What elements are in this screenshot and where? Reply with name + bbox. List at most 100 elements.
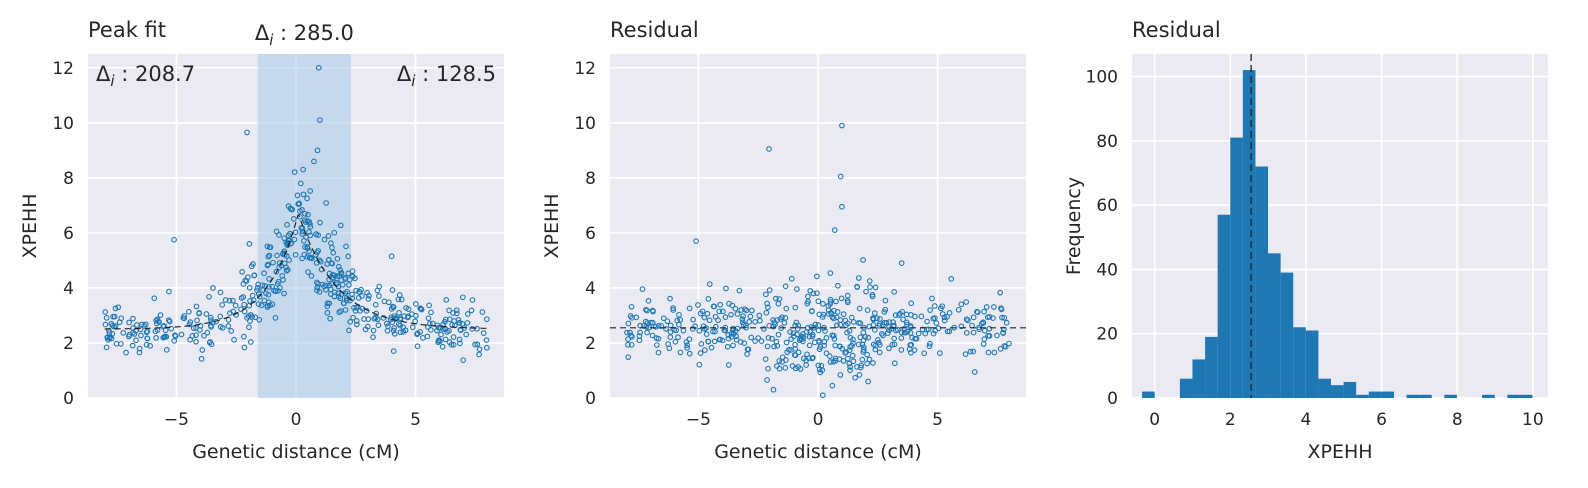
scatter-point <box>980 319 987 326</box>
scatter-point <box>684 342 690 348</box>
scatter-point <box>281 290 287 297</box>
scatter-point <box>832 357 839 364</box>
y-tick-label: 100 <box>1086 68 1118 88</box>
y-tick-label: 12 <box>574 59 596 79</box>
y-tick-label: 2 <box>63 334 74 354</box>
scatter-point <box>844 292 851 299</box>
scatter-point <box>941 317 948 324</box>
scatter-point <box>884 330 891 336</box>
scatter-point <box>741 340 748 346</box>
scatter-point <box>313 231 319 237</box>
scatter-point <box>412 312 419 319</box>
scatter-point <box>163 346 170 353</box>
scatter-point <box>356 288 363 295</box>
scatter-point <box>335 290 341 297</box>
scatter-point <box>193 325 199 331</box>
scatter-point <box>246 324 252 331</box>
scatter-point <box>123 349 129 356</box>
y-tick-label: 8 <box>63 169 74 189</box>
scatter-point <box>830 332 837 339</box>
scatter-point <box>274 252 280 259</box>
scatter-point <box>326 270 333 277</box>
x-tick-label: 0 <box>813 410 824 430</box>
scatter-point <box>446 327 452 334</box>
scatter-point <box>443 297 450 303</box>
scatter-point <box>781 320 788 326</box>
scatter-point <box>746 319 753 325</box>
x-tick-label: 5 <box>932 410 943 430</box>
x-tick-label: 2 <box>1225 410 1236 430</box>
scatter-point <box>291 215 297 222</box>
scatter-point <box>349 268 356 274</box>
scatter-point <box>696 327 703 334</box>
scatter-point <box>317 117 323 123</box>
scatter-point <box>816 346 823 353</box>
scatter-point <box>704 310 711 317</box>
scatter-point <box>771 343 777 350</box>
scatter-point <box>809 308 815 315</box>
scatter-point <box>294 192 301 199</box>
scatter-point <box>359 293 365 299</box>
scatter-point <box>831 227 838 233</box>
scatter-point <box>803 362 809 368</box>
scatter-point <box>324 300 331 307</box>
scatter-point <box>986 325 993 332</box>
x-axis-label: XPEHH <box>1307 441 1372 463</box>
scatter-point <box>300 191 307 198</box>
scatter-point <box>965 317 971 324</box>
scatter-point <box>372 314 379 321</box>
scatter-point <box>985 332 992 339</box>
scatter-point <box>336 309 343 316</box>
scatter-point <box>766 322 773 329</box>
x-tick-label: 5 <box>410 410 421 430</box>
panel-title: Residual <box>610 18 699 42</box>
scatter-point <box>261 297 268 304</box>
scatter-point <box>667 295 673 302</box>
scatter-point <box>281 252 288 258</box>
x-tick-label: 0 <box>1149 410 1160 430</box>
scatter-point <box>251 272 258 279</box>
scatter-point <box>266 252 273 259</box>
scatter-point <box>103 315 110 321</box>
scatter-point <box>856 372 863 378</box>
scatter-point <box>927 307 933 313</box>
scatter-point <box>276 260 283 266</box>
scatter-point <box>428 309 434 316</box>
fit-curve <box>104 214 488 330</box>
scatter-point <box>375 322 382 329</box>
scatter-point <box>728 330 735 337</box>
scatter-point <box>983 304 990 310</box>
scatter-point <box>397 329 404 336</box>
scatter-point <box>252 314 259 321</box>
scatter-point <box>109 330 116 337</box>
scatter-point <box>258 302 265 309</box>
scatter-point <box>637 329 643 336</box>
scatter-point <box>181 315 187 322</box>
scatter-point <box>326 282 333 289</box>
scatter-point <box>459 321 466 327</box>
scatter-point <box>875 339 882 346</box>
scatter-point <box>856 305 863 312</box>
scatter-point <box>703 331 710 337</box>
scatter-point <box>371 315 378 322</box>
scatter-point <box>850 358 857 365</box>
scatter-point <box>655 349 662 356</box>
scatter-point <box>997 289 1004 296</box>
scatter-point <box>153 317 160 324</box>
scatter-point <box>168 325 175 332</box>
histogram-bar <box>1330 385 1344 398</box>
scatter-point <box>193 332 199 339</box>
scatter-point <box>254 285 261 291</box>
scatter-point <box>457 340 463 347</box>
scatter-point <box>775 300 782 307</box>
scatter-point <box>864 351 870 358</box>
scatter-point <box>725 335 732 342</box>
scatter-point <box>837 173 844 180</box>
scatter-point <box>390 348 397 354</box>
x-tick-label: 8 <box>1452 410 1463 430</box>
scatter-point <box>398 296 405 303</box>
scatter-point <box>664 318 671 325</box>
scatter-point <box>208 322 214 329</box>
scatter-point <box>764 343 771 350</box>
